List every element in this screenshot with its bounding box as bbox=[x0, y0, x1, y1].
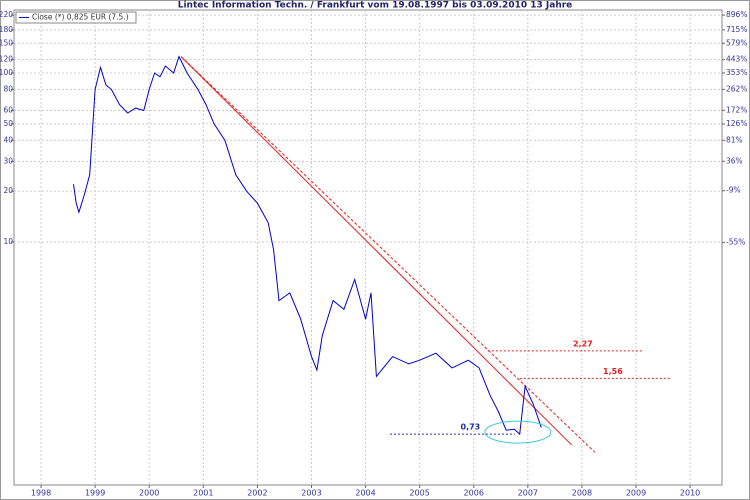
x-tick-label: 2001 bbox=[193, 489, 213, 498]
y-tick-label: 80 bbox=[3, 84, 13, 93]
y-tick-label: 60 bbox=[3, 106, 13, 115]
y-tick-label: 220 bbox=[0, 10, 13, 19]
y2-tick-label: 262% bbox=[726, 84, 747, 93]
x-tick-label: 2006 bbox=[464, 489, 484, 498]
y-tick-label: 180 bbox=[0, 25, 13, 34]
y2-tick-label: 81% bbox=[726, 135, 743, 144]
trend-line bbox=[180, 56, 572, 446]
y-tick-label: 30 bbox=[3, 156, 13, 165]
x-tick-label: 2002 bbox=[247, 489, 267, 498]
plot-area bbox=[13, 9, 723, 486]
x-tick-label: 1999 bbox=[85, 489, 105, 498]
highlight-ellipse bbox=[484, 420, 552, 444]
y2-tick-label: 172% bbox=[726, 105, 747, 114]
legend-label: Close (*) 0,825 EUR (7.5.) bbox=[32, 13, 129, 22]
level-label: 2,27 bbox=[573, 339, 593, 348]
x-tick-label: 2008 bbox=[572, 489, 592, 498]
y2-tick-label: 126% bbox=[726, 119, 747, 128]
y2-tick-label: -9% bbox=[726, 186, 741, 195]
y2-tick-label: 443% bbox=[726, 55, 747, 64]
y-tick-label: 120 bbox=[0, 55, 13, 64]
y2-tick-label: 579% bbox=[726, 38, 747, 47]
x-tick-label: 2005 bbox=[409, 489, 429, 498]
legend-box bbox=[15, 11, 137, 24]
level-label: 0,73 bbox=[461, 423, 481, 432]
y2-tick-label: 715% bbox=[726, 25, 747, 34]
x-tick-label: 2003 bbox=[301, 489, 321, 498]
x-tick-label: 1998 bbox=[31, 489, 51, 498]
y-tick-label: 150 bbox=[0, 38, 13, 47]
y2-tick-label: -55% bbox=[726, 237, 745, 246]
y2-tick-label: 896% bbox=[726, 10, 747, 19]
chart-title: Lintec Information Techn. / Frankfurt vo… bbox=[178, 1, 573, 11]
y2-tick-label: 36% bbox=[726, 156, 743, 165]
price-line bbox=[73, 55, 542, 436]
x-tick-label: 2000 bbox=[139, 489, 159, 498]
level-label: 1,56 bbox=[603, 367, 623, 376]
x-tick-label: 2010 bbox=[680, 489, 700, 498]
y-tick-label: 40 bbox=[3, 135, 13, 144]
x-tick-label: 2009 bbox=[626, 489, 646, 498]
y2-tick-label: 353% bbox=[726, 68, 747, 77]
y-tick-label: 10 bbox=[3, 237, 13, 246]
y-tick-label: 100 bbox=[0, 68, 13, 77]
x-tick-label: 2007 bbox=[518, 489, 538, 498]
x-tick-label: 2004 bbox=[355, 489, 375, 498]
y-tick-label: 50 bbox=[3, 119, 13, 128]
trend-line bbox=[180, 56, 596, 453]
y-tick-label: 20 bbox=[3, 186, 13, 195]
